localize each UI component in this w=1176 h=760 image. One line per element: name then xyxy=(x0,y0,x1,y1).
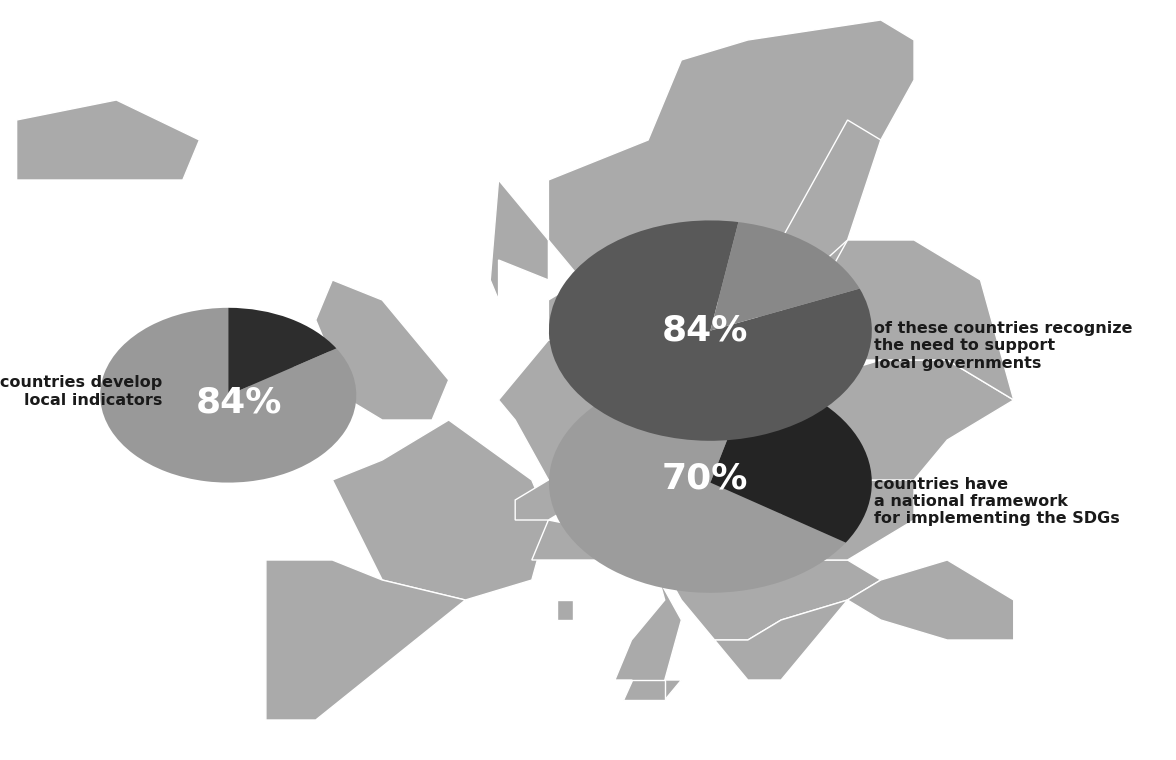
Polygon shape xyxy=(781,360,1014,500)
Polygon shape xyxy=(681,480,781,560)
Polygon shape xyxy=(266,560,466,720)
Text: countries have
a national framework
for implementing the SDGs: countries have a national framework for … xyxy=(874,477,1120,527)
Polygon shape xyxy=(632,520,881,640)
Polygon shape xyxy=(781,480,914,560)
Polygon shape xyxy=(781,240,1014,400)
Polygon shape xyxy=(333,420,548,600)
Text: of these countries recognize
the need to support
local governments: of these countries recognize the need to… xyxy=(874,321,1132,371)
Text: 70%: 70% xyxy=(662,462,748,496)
Polygon shape xyxy=(556,600,574,620)
Text: 84%: 84% xyxy=(662,314,748,347)
Polygon shape xyxy=(249,360,315,420)
Polygon shape xyxy=(548,280,615,340)
Wedge shape xyxy=(710,376,871,543)
Polygon shape xyxy=(532,520,681,700)
Polygon shape xyxy=(715,600,848,680)
Polygon shape xyxy=(781,120,881,300)
Wedge shape xyxy=(549,372,846,593)
Polygon shape xyxy=(515,480,582,520)
Wedge shape xyxy=(710,222,860,331)
Polygon shape xyxy=(648,340,814,440)
Polygon shape xyxy=(16,100,200,180)
Polygon shape xyxy=(315,280,449,420)
Polygon shape xyxy=(623,680,664,700)
Polygon shape xyxy=(490,20,914,340)
Wedge shape xyxy=(100,308,356,483)
Text: 84%: 84% xyxy=(196,386,282,420)
Text: countries develop
local indicators: countries develop local indicators xyxy=(0,375,162,407)
Polygon shape xyxy=(499,340,648,480)
Wedge shape xyxy=(228,308,336,395)
Polygon shape xyxy=(848,560,1014,640)
Wedge shape xyxy=(549,220,871,441)
